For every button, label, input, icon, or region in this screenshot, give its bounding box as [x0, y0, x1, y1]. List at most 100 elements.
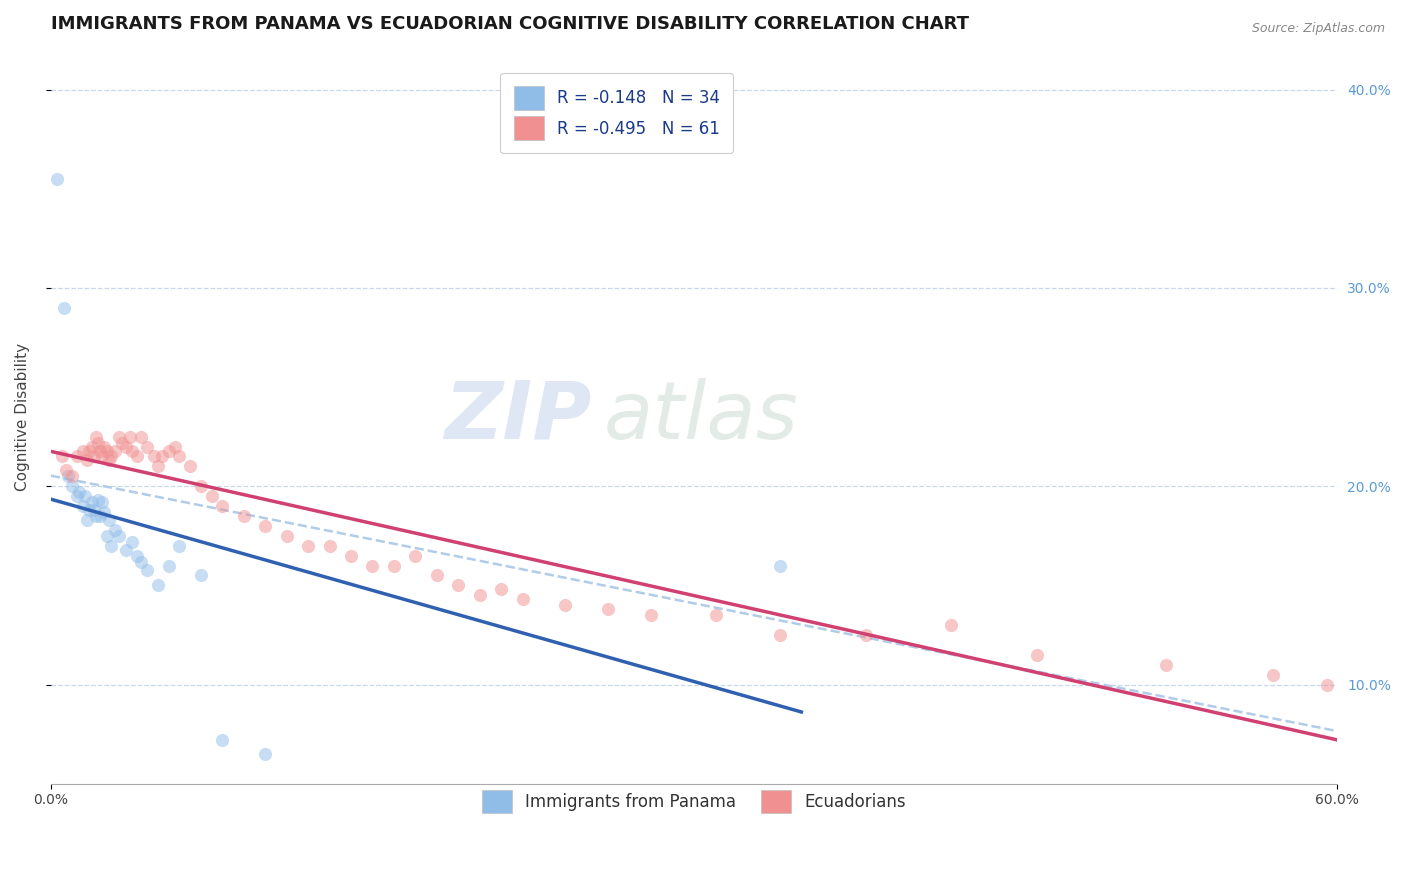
Legend: Immigrants from Panama, Ecuadorians: Immigrants from Panama, Ecuadorians: [468, 777, 920, 827]
Point: [941, 618, 963, 632]
Point: [51, 450, 73, 464]
Point: [150, 450, 173, 464]
Point: [146, 459, 169, 474]
Point: [67, 485, 90, 500]
Point: [190, 479, 212, 493]
Y-axis label: Cognitive Disability: Cognitive Disability: [15, 343, 30, 491]
Point: [142, 450, 165, 464]
Point: [179, 459, 201, 474]
Text: atlas: atlas: [605, 378, 799, 456]
Point: [382, 558, 405, 573]
Point: [340, 549, 363, 563]
Point: [108, 529, 131, 543]
Point: [75, 489, 97, 503]
Point: [65, 450, 87, 464]
Point: [93, 440, 115, 454]
Point: [96, 443, 118, 458]
Point: [129, 429, 152, 443]
Point: [84, 508, 107, 523]
Point: [598, 602, 620, 616]
Point: [1026, 648, 1049, 662]
Point: [169, 450, 191, 464]
Point: [404, 549, 426, 563]
Point: [512, 592, 534, 607]
Point: [55, 463, 77, 477]
Point: [276, 529, 298, 543]
Point: [79, 503, 101, 517]
Point: [254, 747, 277, 761]
Text: Source: ZipAtlas.com: Source: ZipAtlas.com: [1251, 22, 1385, 36]
Point: [361, 558, 384, 573]
Point: [96, 529, 118, 543]
Point: [125, 549, 148, 563]
Point: [65, 489, 87, 503]
Point: [190, 568, 212, 582]
Point: [1154, 657, 1177, 672]
Point: [146, 578, 169, 592]
Point: [46, 171, 69, 186]
Point: [76, 453, 98, 467]
Point: [104, 523, 127, 537]
Point: [157, 558, 180, 573]
Point: [201, 489, 224, 503]
Point: [554, 598, 576, 612]
Point: [211, 499, 233, 513]
Point: [87, 435, 110, 450]
Point: [60, 479, 83, 493]
Point: [72, 499, 94, 513]
Point: [640, 608, 662, 623]
Point: [121, 443, 143, 458]
Point: [115, 542, 138, 557]
Point: [704, 608, 727, 623]
Point: [72, 443, 94, 458]
Point: [80, 495, 103, 509]
Point: [447, 578, 470, 592]
Point: [93, 505, 115, 519]
Point: [769, 628, 792, 642]
Point: [769, 558, 792, 573]
Point: [89, 443, 111, 458]
Text: ZIP: ZIP: [444, 378, 591, 456]
Point: [89, 508, 111, 523]
Point: [97, 513, 120, 527]
Point: [855, 628, 877, 642]
Point: [489, 582, 512, 597]
Point: [426, 568, 449, 582]
Point: [104, 443, 127, 458]
Point: [129, 555, 152, 569]
Point: [136, 440, 159, 454]
Point: [83, 450, 105, 464]
Point: [1261, 667, 1284, 681]
Point: [254, 519, 277, 533]
Point: [1316, 677, 1339, 691]
Point: [100, 450, 122, 464]
Point: [297, 539, 319, 553]
Point: [165, 440, 187, 454]
Point: [121, 534, 143, 549]
Point: [87, 493, 110, 508]
Point: [52, 301, 75, 315]
Point: [136, 562, 159, 576]
Point: [157, 443, 180, 458]
Point: [468, 588, 491, 602]
Point: [115, 440, 138, 454]
Point: [110, 435, 132, 450]
Point: [318, 539, 340, 553]
Point: [91, 495, 114, 509]
Point: [83, 503, 105, 517]
Point: [76, 513, 98, 527]
Point: [100, 539, 122, 553]
Point: [120, 429, 142, 443]
Point: [84, 429, 107, 443]
Point: [232, 508, 254, 523]
Point: [97, 453, 120, 467]
Point: [80, 440, 103, 454]
Point: [56, 469, 79, 483]
Point: [169, 539, 191, 553]
Point: [125, 450, 148, 464]
Point: [91, 450, 114, 464]
Point: [108, 429, 131, 443]
Point: [79, 443, 101, 458]
Point: [60, 469, 83, 483]
Text: IMMIGRANTS FROM PANAMA VS ECUADORIAN COGNITIVE DISABILITY CORRELATION CHART: IMMIGRANTS FROM PANAMA VS ECUADORIAN COG…: [51, 15, 969, 33]
